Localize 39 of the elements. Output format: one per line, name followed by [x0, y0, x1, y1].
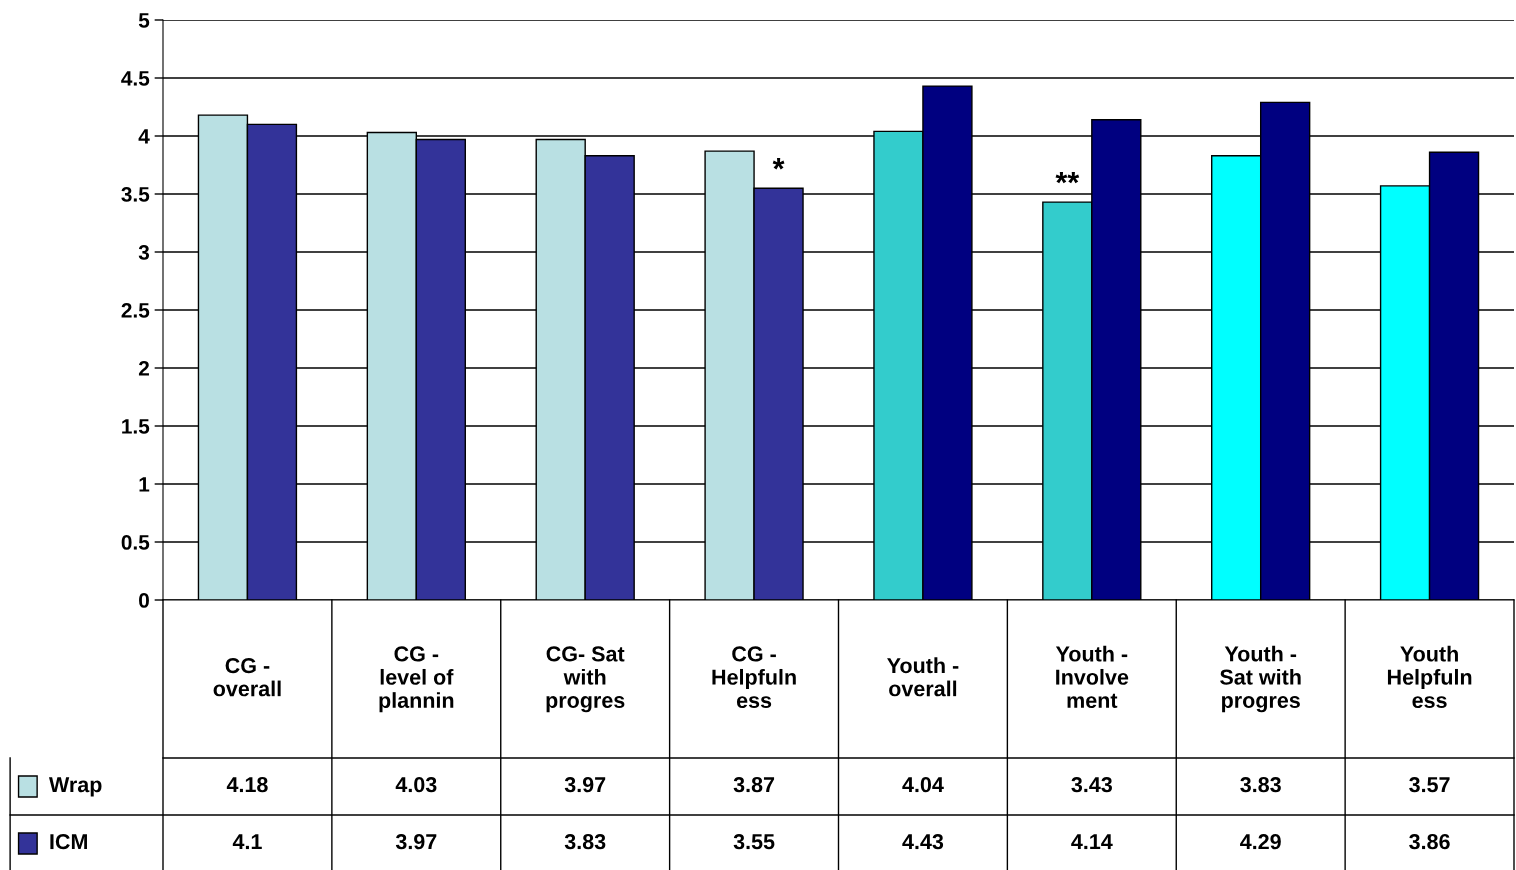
x-tick-label: Youth - Involve ment: [1055, 645, 1129, 708]
data-label: 3.83: [1240, 777, 1281, 793]
x-tick-label: Youth Helpfuln ess: [1387, 645, 1472, 708]
data-label: 3.83: [564, 834, 606, 850]
y-tick-label: 0.5: [121, 535, 150, 550]
y-tick-label: 3.5: [121, 187, 150, 202]
annotation: **: [1055, 171, 1080, 184]
data-label: 3.97: [395, 834, 437, 850]
y-tick-label: 0: [139, 593, 149, 608]
y-tick-label: 4.5: [121, 71, 150, 86]
x-tick-label: CG - Helpfuln ess: [712, 646, 796, 708]
data-label: 3.57: [1409, 777, 1450, 793]
data-label: 4.43: [902, 834, 944, 850]
data-label: 4.29: [1240, 834, 1281, 850]
x-tick-label: Youth - Sat with progres: [1220, 645, 1301, 713]
y-tick-label: 5: [138, 13, 150, 28]
annotation: *: [772, 158, 785, 170]
x-tick-label: CG - overall: [213, 657, 281, 697]
data-label: 4.03: [395, 777, 437, 793]
x-tick-label: Youth - overall: [887, 657, 959, 697]
x-tick-label: CG - level of plannin: [379, 646, 454, 713]
data-label: 4.04: [902, 777, 944, 793]
data-label: 4.14: [1071, 834, 1113, 850]
y-tick-label: 4: [138, 129, 150, 144]
data-label: 3.86: [1409, 834, 1450, 850]
legend-label: ICM: [50, 834, 87, 850]
y-tick-label: 2: [138, 361, 149, 376]
data-label: 3.87: [733, 777, 775, 793]
data-label: 3.55: [733, 834, 775, 850]
y-tick-label: 1.5: [122, 419, 150, 434]
data-label: 3.43: [1071, 777, 1112, 793]
y-tick-label: 3: [138, 245, 150, 260]
x-tick-label: CG- Sat with progres: [546, 646, 625, 713]
data-label: 4.18: [226, 777, 268, 793]
data-label: 4.1: [232, 834, 262, 850]
y-tick-label: 1: [139, 477, 150, 492]
y-tick-label: 2.5: [121, 303, 150, 318]
data-label: 3.97: [564, 777, 606, 793]
legend-label: Wrap: [48, 777, 102, 797]
